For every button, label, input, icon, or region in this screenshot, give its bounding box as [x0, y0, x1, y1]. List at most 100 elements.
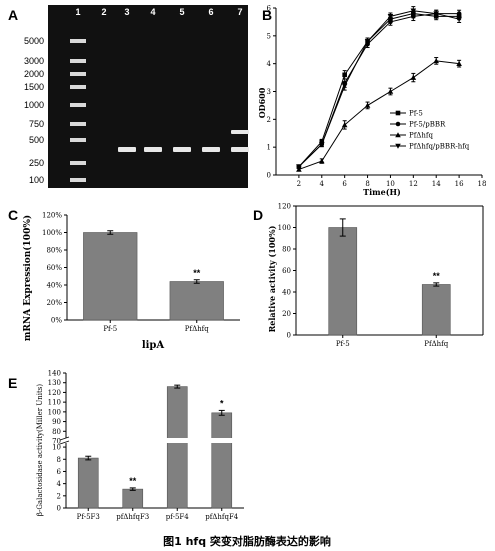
panel-label-e: E [8, 375, 17, 391]
b-x-tick-label: 16 [455, 180, 464, 188]
b-data-point [387, 14, 394, 20]
y-tick-label: 40 [282, 289, 291, 297]
mrna-expression-panel: C mRNA Expression(100%) lipA 0% 20% 40% 60%… [8, 207, 240, 351]
ladder-band [70, 138, 86, 142]
marker-size-label: 2000 [24, 69, 44, 79]
y-tick-label: 60% [46, 264, 62, 272]
b-y-tick-label: 1 [267, 144, 271, 152]
b-x-tick-label: 10 [386, 180, 395, 188]
marker-size-labels: 5000 3000 2000 1500 1000 750 500 250 100 [24, 36, 44, 185]
panel-label-a: A [8, 7, 18, 23]
b-y-tick-label: 4 [267, 60, 272, 68]
ladder-band [70, 85, 86, 89]
y-tick-label: 80 [52, 428, 61, 436]
lane-label: 1 [75, 7, 80, 17]
b-data-point [318, 158, 325, 164]
bar [328, 227, 358, 336]
y-tick-label: 0% [51, 317, 62, 325]
category-label: pf-5F4 [166, 513, 189, 521]
sample-band [118, 147, 136, 152]
ladder-band [70, 39, 86, 43]
relative-activity-plot: 0 20 40 60 80 100 120 Pf-5 ** PfΔhfq [278, 203, 484, 348]
category-label: Pf-5F3 [77, 513, 100, 521]
y-tick-label: 0 [287, 332, 291, 340]
bar [77, 457, 99, 509]
y-tick-label: 0 [57, 505, 61, 513]
y-tick-label: 60 [282, 267, 291, 275]
y-tick-label: 4 [57, 480, 62, 488]
b-data-point [456, 16, 462, 22]
y-tick-label: 20% [46, 299, 62, 307]
b-y-axis-label: OD600 [257, 87, 267, 118]
y-tick-label: 80% [46, 247, 62, 255]
y-tick-label: 40% [46, 282, 62, 290]
category-label: PfΔhfq [424, 340, 448, 348]
significance-label: ** [129, 476, 137, 486]
bar [211, 412, 233, 509]
b-series-line [298, 10, 460, 168]
marker-size-label: 500 [29, 135, 44, 145]
gel-image [48, 5, 248, 188]
b-legend-label: PfΔhfq [409, 132, 433, 140]
b-data-point [296, 164, 302, 170]
b-series-line [298, 60, 460, 170]
panel-label-c: C [8, 207, 18, 223]
d-y-axis-label: Relative activity (100%) [267, 225, 277, 332]
lane-label: 7 [237, 7, 242, 17]
category-label: PfΔhfq [185, 325, 209, 333]
b-data-point [341, 83, 348, 89]
category-label: Pf-5 [103, 325, 117, 333]
b-y-tick-label: 3 [267, 88, 271, 96]
marker-size-label: 750 [29, 119, 44, 129]
marker-size-label: 3000 [24, 56, 44, 66]
y-tick-label: 120 [48, 389, 61, 397]
b-x-tick-label: 8 [365, 180, 369, 188]
y-tick-label: 70 [52, 438, 61, 446]
c-x-axis-label: lipA [142, 340, 165, 351]
b-legend-marker [395, 143, 401, 149]
lane-label: 3 [124, 7, 129, 17]
e-y-axis-label: β-Galactosidase activity(Miller Units) [36, 384, 44, 516]
category-label: pfΔhfqF4 [205, 513, 239, 521]
sample-band [231, 147, 249, 152]
panel-label-b: B [262, 7, 272, 23]
b-data-point [342, 72, 347, 78]
growth-curve-panel: B OD600 Time(H) 2 4 6 8 10 12 14 16 180123456Pf-… [257, 5, 486, 198]
b-x-axis-label: Time(H) [363, 187, 401, 197]
marker-size-label: 100 [29, 175, 44, 185]
axis-break-mark [59, 436, 70, 445]
b-y-tick-label: 5 [267, 32, 271, 40]
b-data-point [456, 60, 462, 66]
bar [169, 281, 224, 321]
significance-label: ** [433, 271, 441, 281]
b-data-point [387, 88, 394, 94]
growth-curve-plot: 2 4 6 8 10 12 14 16 180123456Pf-5Pf-5/pBBRPfΔhfq… [267, 5, 487, 189]
y-tick-label: 20 [282, 310, 291, 318]
ladder-band [70, 122, 86, 126]
category-label: pfΔhfqF3 [116, 513, 149, 521]
b-data-point [364, 39, 371, 45]
b-data-point [433, 58, 440, 64]
y-tick-label: 10 [52, 444, 61, 452]
b-legend-label: Pf-5/pBBR [409, 121, 446, 129]
y-tick-label: 100 [278, 224, 291, 232]
marker-size-label: 5000 [24, 36, 44, 46]
y-tick-label: 140 [48, 370, 61, 378]
marker-size-label: 1500 [24, 82, 44, 92]
b-data-point [410, 74, 417, 80]
b-legend-marker [395, 110, 401, 116]
lane-labels: 1 2 3 4 5 6 7 [75, 7, 242, 17]
b-data-point [341, 122, 348, 128]
mrna-expression-plot: 0% 20% 40% 60% 80% 100% 120% Pf-5 ** PfΔhfq [42, 212, 240, 333]
b-x-tick-label: 2 [297, 180, 301, 188]
b-data-point [433, 11, 440, 17]
y-tick-label: 6 [57, 468, 62, 476]
marker-size-label: 1000 [24, 100, 44, 110]
b-data-point [318, 142, 325, 148]
lane-label: 5 [179, 7, 184, 17]
y-tick-label: 2 [57, 492, 61, 500]
bar [83, 232, 138, 321]
b-x-tick-label: 6 [342, 180, 347, 188]
